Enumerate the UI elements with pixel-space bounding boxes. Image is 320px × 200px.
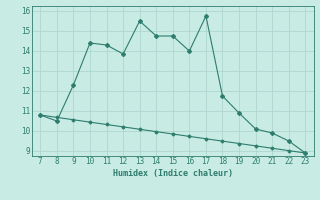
X-axis label: Humidex (Indice chaleur): Humidex (Indice chaleur) — [113, 169, 233, 178]
